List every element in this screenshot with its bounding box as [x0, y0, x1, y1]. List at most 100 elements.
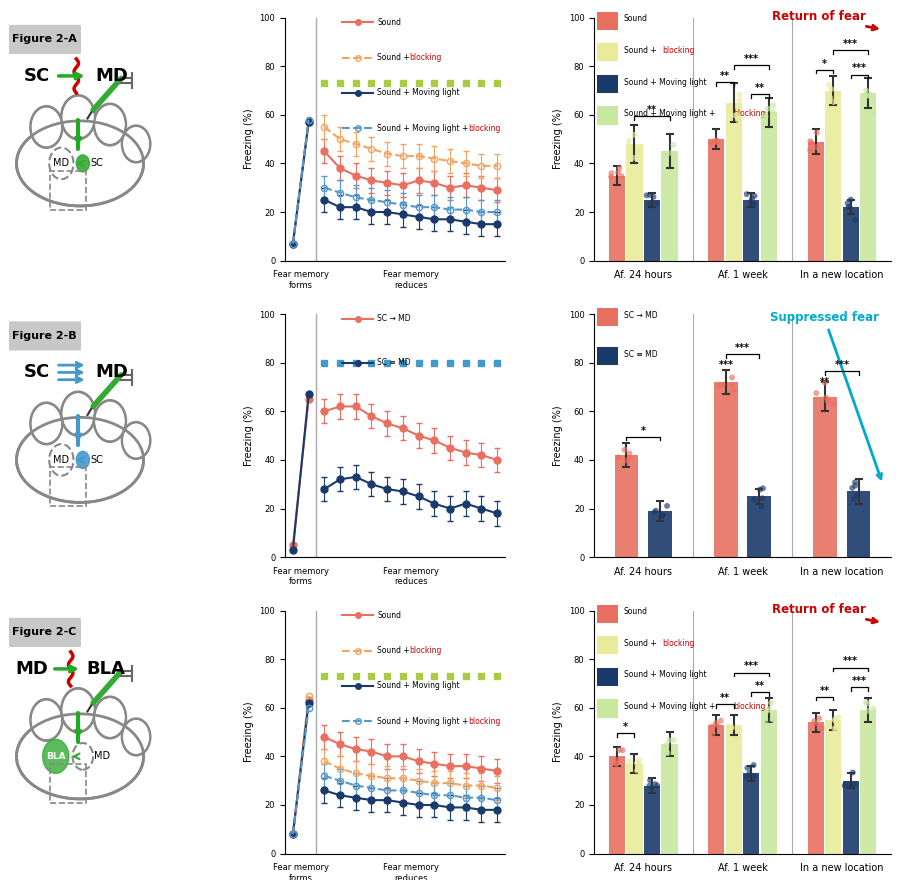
Point [803, 134, 817, 148]
Bar [608, 757, 625, 854]
Point [859, 84, 873, 98]
Point [814, 722, 829, 736]
Point [824, 91, 838, 105]
Bar [860, 710, 877, 854]
Point [812, 711, 826, 725]
Point [630, 756, 644, 770]
Point [812, 721, 826, 735]
Point [739, 770, 753, 784]
Point [761, 702, 776, 716]
Text: *: * [822, 59, 827, 69]
Point [848, 777, 862, 791]
Bar [825, 720, 842, 854]
Bar [615, 455, 638, 557]
FancyBboxPatch shape [597, 700, 618, 717]
Text: Sound + Moving light: Sound + Moving light [624, 671, 706, 679]
Point [643, 779, 657, 793]
Point [727, 733, 742, 747]
Text: Sound: Sound [377, 611, 401, 620]
Point [711, 719, 725, 733]
Y-axis label: Freezing (%): Freezing (%) [554, 701, 563, 762]
Point [705, 720, 719, 734]
Point [660, 499, 674, 513]
Point [608, 757, 623, 771]
Text: ***: *** [852, 676, 867, 686]
Point [850, 488, 864, 502]
Point [626, 150, 641, 165]
Bar [725, 725, 742, 854]
Point [803, 143, 817, 158]
Point [658, 147, 672, 161]
Text: SC → MD: SC → MD [624, 311, 657, 319]
Text: SC → MD: SC → MD [377, 314, 411, 324]
Point [623, 143, 637, 157]
Point [766, 99, 780, 113]
Point [766, 105, 780, 119]
Text: SC: SC [24, 363, 50, 381]
Point [849, 213, 863, 227]
Text: Return of fear: Return of fear [771, 603, 878, 623]
Point [710, 135, 724, 149]
Point [643, 187, 657, 202]
Point [760, 703, 775, 717]
Point [611, 165, 625, 180]
Point [662, 733, 677, 747]
Point [846, 766, 860, 780]
Point [730, 107, 744, 121]
Text: *: * [623, 722, 628, 732]
Point [754, 499, 769, 513]
Bar [714, 382, 738, 557]
Point [859, 695, 873, 709]
Point [724, 378, 739, 392]
Point [646, 190, 661, 204]
Bar [842, 781, 859, 854]
FancyBboxPatch shape [597, 308, 618, 326]
Text: BLA: BLA [46, 752, 66, 761]
Point [732, 114, 746, 128]
Text: Sound +: Sound + [624, 639, 659, 648]
Bar [825, 91, 842, 260]
Point [643, 774, 657, 788]
Point [743, 194, 758, 209]
Circle shape [123, 423, 149, 458]
Point [722, 720, 736, 734]
Point [724, 720, 739, 734]
Point [733, 88, 747, 102]
Point [755, 491, 770, 505]
Point [848, 475, 862, 489]
Text: SC: SC [90, 455, 104, 465]
Point [841, 196, 855, 210]
Circle shape [123, 128, 149, 161]
FancyBboxPatch shape [597, 106, 618, 125]
Point [848, 479, 862, 493]
Point [732, 93, 746, 107]
Point [649, 196, 663, 210]
Point [756, 111, 770, 125]
Y-axis label: Freezing (%): Freezing (%) [244, 406, 254, 466]
Text: Sound: Sound [624, 607, 648, 616]
Point [819, 391, 833, 405]
Circle shape [123, 720, 149, 753]
Point [706, 726, 720, 740]
Text: **: ** [720, 693, 730, 703]
Text: SC: SC [24, 67, 50, 85]
Point [612, 161, 626, 175]
Circle shape [32, 108, 61, 146]
Circle shape [63, 690, 94, 730]
Point [616, 744, 630, 758]
Point [708, 135, 723, 149]
Point [860, 697, 874, 711]
Point [666, 138, 680, 152]
Text: **: ** [755, 681, 765, 691]
Point [664, 146, 679, 160]
Point [826, 397, 841, 411]
Text: **: ** [755, 83, 765, 93]
Text: Sound +: Sound + [377, 646, 412, 656]
Point [661, 746, 675, 760]
Point [647, 505, 662, 519]
Y-axis label: Freezing (%): Freezing (%) [554, 406, 563, 466]
Point [624, 451, 638, 466]
Bar [842, 207, 859, 260]
Point [705, 136, 719, 150]
Point [740, 761, 754, 775]
